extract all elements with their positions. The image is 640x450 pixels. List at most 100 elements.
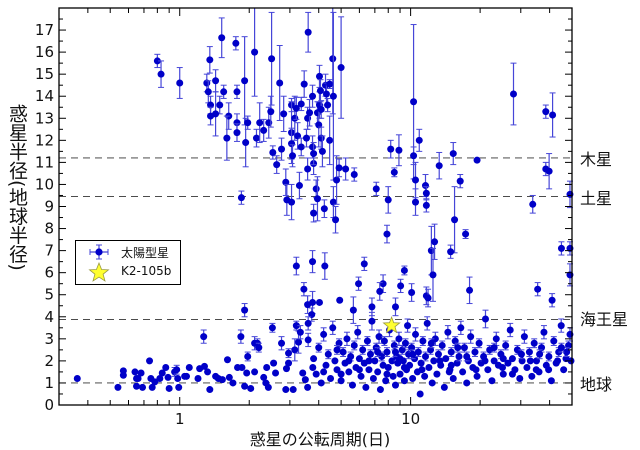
point-marker [151, 378, 159, 386]
data-point [304, 11, 312, 53]
data-point [530, 338, 538, 349]
data-point [409, 349, 417, 360]
data-point [300, 70, 308, 98]
data-point [223, 115, 231, 161]
point-marker [395, 335, 403, 343]
data-point [133, 382, 141, 390]
data-point [427, 225, 435, 276]
data-point [313, 176, 321, 222]
point-marker [502, 341, 510, 349]
point-marker [273, 161, 281, 169]
data-point [396, 355, 404, 363]
data-point [146, 357, 154, 365]
ref-label-saturn: 土星 [580, 189, 613, 208]
point-marker [173, 366, 181, 374]
data-point [371, 357, 379, 365]
data-point [438, 340, 446, 351]
data-point [317, 100, 325, 119]
data-point [233, 84, 241, 99]
data-point [331, 357, 339, 365]
y-tick-label: 14 [35, 87, 54, 105]
point-marker [333, 346, 341, 354]
point-marker [268, 324, 276, 332]
data-point [457, 320, 465, 335]
point-marker [431, 238, 439, 246]
point-marker [337, 377, 345, 385]
y-tick-label: 6 [44, 264, 54, 282]
point-marker [366, 350, 374, 358]
point-marker [499, 370, 507, 378]
y-tick-label: 3 [44, 330, 54, 348]
data-point [237, 190, 245, 205]
point-marker [233, 88, 241, 96]
point-marker [473, 372, 481, 380]
data-point [200, 362, 208, 370]
data-point [343, 331, 351, 346]
data-point [363, 336, 371, 346]
point-marker [557, 322, 565, 330]
data-point [300, 282, 308, 297]
point-marker [260, 373, 268, 381]
data-point [269, 145, 277, 160]
data-point [329, 11, 337, 181]
data-point [329, 320, 337, 335]
point-marker [315, 298, 323, 306]
data-point [421, 372, 429, 380]
point-marker [376, 386, 384, 394]
data-point [321, 252, 329, 280]
point-marker [324, 350, 332, 358]
point-marker [292, 322, 300, 330]
point-marker [490, 357, 498, 365]
point-marker [73, 375, 81, 383]
data-point [454, 342, 462, 353]
point-marker [536, 350, 544, 358]
data-point [350, 340, 358, 351]
point-marker [204, 368, 212, 376]
point-marker [272, 369, 280, 377]
point-marker [315, 344, 323, 352]
data-point [260, 373, 268, 381]
point-marker [422, 189, 430, 197]
data-point [459, 368, 467, 376]
point-marker [368, 303, 376, 311]
point-marker [131, 368, 139, 376]
data-point [206, 46, 214, 74]
point-marker [550, 337, 558, 345]
point-marker [410, 152, 418, 160]
point-marker [412, 330, 420, 338]
point-marker [233, 129, 241, 137]
data-point [268, 322, 276, 333]
point-marker [243, 369, 251, 377]
point-marker [375, 333, 383, 341]
data-point [431, 223, 439, 260]
legend: 太陽型星 K2-105b [75, 240, 181, 285]
data-point [326, 115, 334, 166]
data-point [398, 344, 406, 355]
point-marker [401, 339, 409, 347]
point-marker [306, 109, 314, 117]
point-marker [304, 165, 312, 173]
data-point [295, 171, 303, 200]
data-point [410, 146, 418, 166]
data-point [510, 62, 518, 126]
point-marker [164, 373, 172, 381]
data-point [401, 338, 409, 349]
point-marker [139, 383, 147, 391]
point-marker [302, 134, 310, 142]
point-marker [133, 382, 141, 390]
legend-item-k2-105b: K2-105b [76, 262, 180, 282]
point-marker [433, 370, 441, 378]
data-point [368, 311, 376, 331]
data-point [285, 348, 293, 359]
data-point [309, 84, 317, 108]
point-marker [400, 266, 408, 274]
data-point [355, 366, 363, 374]
point-marker [333, 176, 341, 184]
point-marker [300, 80, 308, 88]
point-marker [387, 145, 395, 153]
point-marker [119, 371, 127, 379]
point-marker [316, 87, 324, 95]
point-marker [404, 322, 412, 330]
data-point [315, 298, 323, 306]
data-point [218, 17, 226, 59]
